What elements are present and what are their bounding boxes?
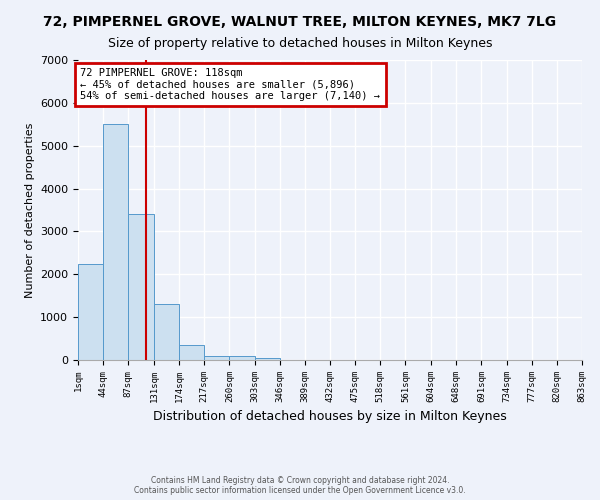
X-axis label: Distribution of detached houses by size in Milton Keynes: Distribution of detached houses by size … — [153, 410, 507, 424]
Text: 72 PIMPERNEL GROVE: 118sqm
← 45% of detached houses are smaller (5,896)
54% of s: 72 PIMPERNEL GROVE: 118sqm ← 45% of deta… — [80, 68, 380, 101]
Text: 72, PIMPERNEL GROVE, WALNUT TREE, MILTON KEYNES, MK7 7LG: 72, PIMPERNEL GROVE, WALNUT TREE, MILTON… — [43, 15, 557, 29]
Bar — [254, 358, 280, 360]
Text: Contains HM Land Registry data © Crown copyright and database right 2024.
Contai: Contains HM Land Registry data © Crown c… — [134, 476, 466, 495]
Bar — [128, 214, 154, 360]
Y-axis label: Number of detached properties: Number of detached properties — [25, 122, 35, 298]
Bar — [229, 356, 254, 360]
Bar — [154, 304, 179, 360]
Bar — [204, 356, 229, 360]
Bar — [78, 264, 103, 360]
Bar — [179, 345, 204, 360]
Text: Size of property relative to detached houses in Milton Keynes: Size of property relative to detached ho… — [108, 38, 492, 51]
Bar — [103, 124, 128, 360]
